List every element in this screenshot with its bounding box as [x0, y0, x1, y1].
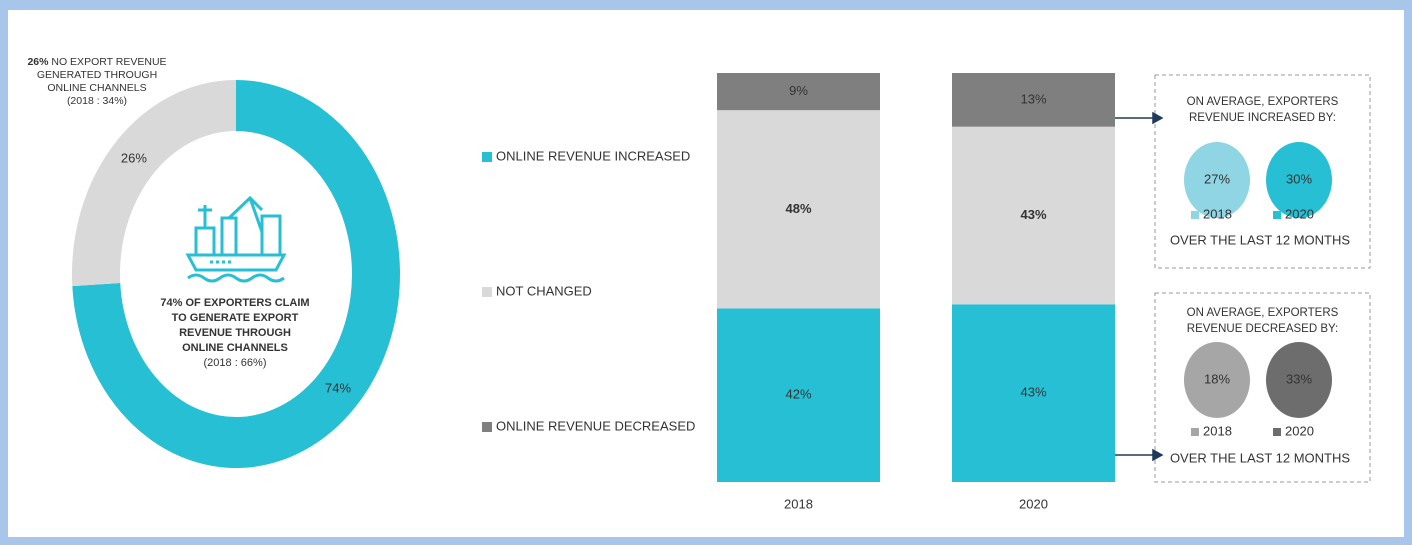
bar-label: 13%: [1020, 91, 1046, 106]
legend-swatch: [1191, 211, 1199, 219]
bar-segment: [952, 73, 1115, 127]
callout-circle: [1266, 342, 1332, 418]
callout-circle: [1184, 342, 1250, 418]
callout-legend: 2018: [1203, 206, 1232, 221]
bar-label: 43%: [1020, 207, 1046, 222]
callout-footer: OVER THE LAST 12 MONTHS: [1170, 232, 1350, 247]
x-tick-label: 2020: [1019, 496, 1048, 511]
legend-label: NOT CHANGED: [496, 283, 592, 298]
callout-circle: [1266, 142, 1332, 218]
callout-value: 27%: [1204, 171, 1230, 186]
callout-legend: 2020: [1285, 206, 1314, 221]
bar-label: 9%: [789, 83, 808, 98]
callout-circle: [1184, 142, 1250, 218]
callout-legend: 2020: [1285, 423, 1314, 438]
legend-swatch: [482, 422, 492, 432]
note-part: NO EXPORT REVENUE GENERATED THROUGH ONLI…: [36, 56, 167, 94]
callout-value: 18%: [1204, 371, 1230, 386]
callout-value: 30%: [1286, 171, 1312, 186]
legend-swatch: [482, 152, 492, 162]
note: 26% NO EXPORT REVENUE GENERATED THROUGH …: [22, 56, 172, 108]
callout-title-part: ON AVERAGE, EXPORTERS REVENUE INCREASED …: [1186, 96, 1339, 124]
legend-label: ONLINE REVENUE INCREASED: [496, 148, 690, 163]
bar-segment: [952, 126, 1115, 305]
callout-value: 33%: [1286, 371, 1312, 386]
bar-label: 42%: [785, 387, 811, 402]
callout-legend: 2018: [1203, 423, 1232, 438]
center-text: 74% OF EXPORTERS CLAIM TO GENERATE EXPOR…: [160, 296, 310, 371]
legend-swatch: [1273, 211, 1281, 219]
bar-segment: [717, 110, 880, 309]
note-part: 26%: [27, 56, 49, 68]
bar-segment: [717, 308, 880, 482]
callout-boxes: [1154, 74, 1371, 483]
legend-swatch: [482, 287, 492, 297]
legend-swatch: [1191, 428, 1199, 436]
center-text-part: 74% OF EXPORTERS CLAIM TO GENERATE EXPOR…: [160, 297, 310, 354]
legend-label: ONLINE REVENUE DECREASED: [496, 418, 695, 433]
note-part: (2018 : 34%): [66, 95, 128, 107]
x-tick-label: 2018: [784, 496, 813, 511]
bar-segment: [717, 73, 880, 111]
bar-label: 48%: [785, 201, 811, 216]
slice-label: 26%: [121, 150, 147, 165]
donut-slice: [72, 80, 236, 287]
center-text-part: (2018 : 66%): [203, 357, 267, 369]
callout-title-part: ON AVERAGE, EXPORTERS REVENUE DECREASED …: [1186, 307, 1339, 335]
bar-label: 43%: [1020, 385, 1046, 400]
bar-segment: [952, 304, 1115, 482]
ship-icon: [185, 195, 287, 283]
slice-label: 74%: [325, 380, 351, 395]
callout-footer: OVER THE LAST 12 MONTHS: [1170, 450, 1350, 465]
callout-title: ON AVERAGE, EXPORTERS REVENUE DECREASED …: [1170, 305, 1355, 337]
legend-swatch: [1273, 428, 1281, 436]
callout-title: ON AVERAGE, EXPORTERS REVENUE INCREASED …: [1170, 94, 1355, 126]
